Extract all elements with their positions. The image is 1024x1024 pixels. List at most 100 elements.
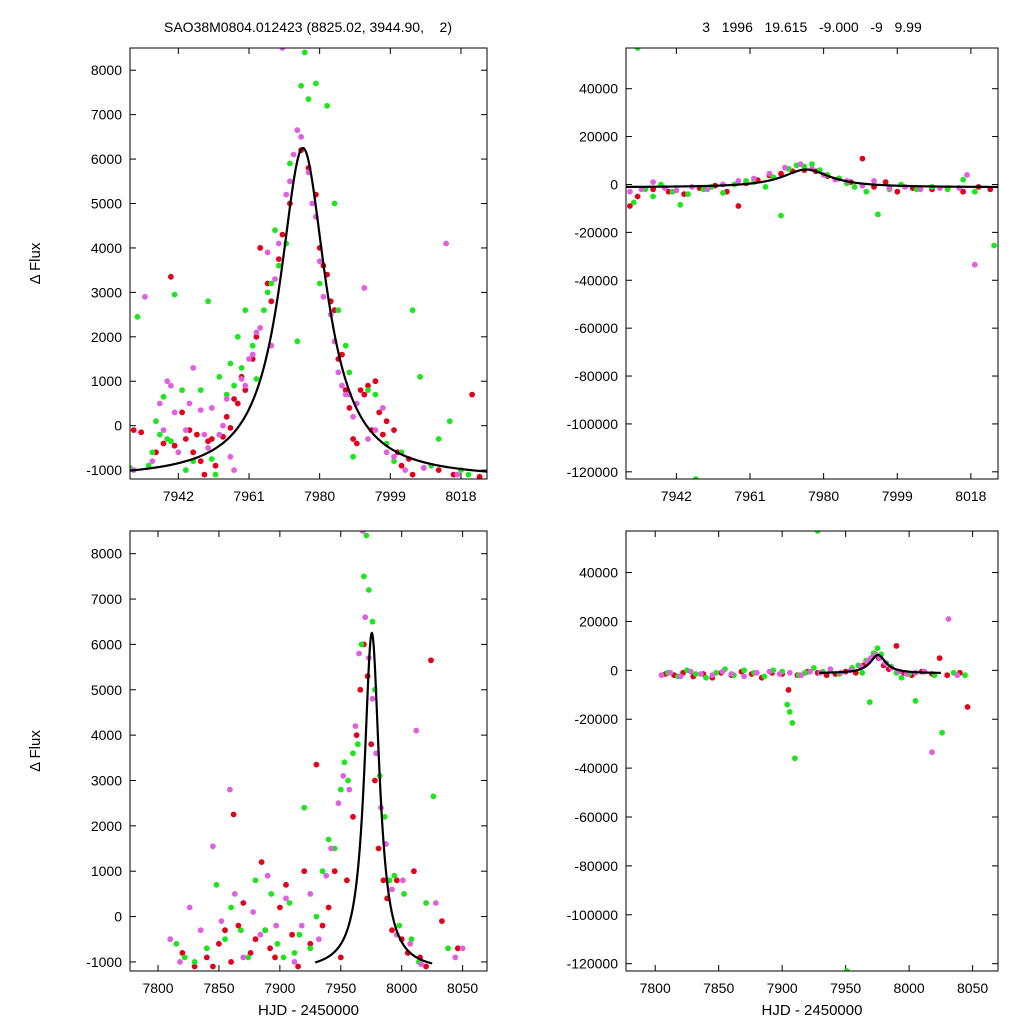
data-point-series-3 [827,666,834,672]
data-point-series-1 [383,418,390,425]
data-point-series-1 [389,927,395,934]
data-point-series-2 [301,804,308,811]
data-point-series-2 [741,667,747,674]
data-point-series-1 [201,471,208,478]
data-point-series-3 [871,178,877,184]
x-tick-label: 7980 [808,488,839,504]
data-point-series-1 [785,687,792,693]
data-point-series-2 [272,227,278,234]
x-tick-label: 8050 [447,980,478,996]
data-point-series-2 [345,777,351,784]
data-point-series-3 [372,427,379,433]
data-point-series-2 [245,954,252,961]
data-point-series-1 [325,904,332,911]
data-point-series-2 [298,82,304,89]
data-point-series-1 [203,954,210,961]
data-point-series-3 [210,843,216,850]
data-point-series-1 [380,877,387,884]
y-tick-label: 40000 [579,81,618,97]
data-point-series-3 [238,376,245,382]
data-point-series-3 [391,453,397,460]
data-point-series-2 [145,462,152,469]
data-point-series-3 [291,959,298,965]
data-point-series-1 [476,473,483,479]
data-point-series-2 [430,793,437,800]
data-point-series-3 [182,427,189,433]
data-point-series-3 [220,422,226,429]
data-point-series-2 [346,369,353,376]
data-point-series-3 [782,164,788,171]
data-point-series-3 [753,669,760,676]
data-point-series-3 [279,48,286,51]
data-points [130,48,483,479]
data-point-series-3 [886,185,893,192]
data-point-series-2 [216,373,223,380]
data-point-series-2 [912,698,919,704]
x-tick-label: 7961 [233,488,264,504]
data-point-series-2 [275,262,282,269]
data-point-series-2 [372,391,379,398]
data-point-series-3 [735,178,742,184]
data-point-series-3 [231,467,238,473]
x-tick-label: 7850 [703,980,734,996]
data-point-series-3 [741,673,747,680]
y-tick-label: -100000 [567,416,619,432]
data-point-series-3 [766,668,773,675]
data-point-series-2 [274,940,281,947]
data-point-series-3 [459,945,466,952]
data-point-series-3 [350,413,356,420]
data-point-series-3 [323,872,330,879]
y-tick-label: -60000 [574,320,618,336]
data-point-series-2 [851,184,858,190]
data-point-series-3 [177,959,183,965]
x-tick-label: 7980 [304,488,335,504]
data-point-series-2 [149,449,156,456]
y-tick-label: -100000 [567,907,619,923]
data-point-series-3 [454,471,461,478]
model-curve [314,631,433,965]
data-point-series-2 [156,431,163,438]
x-tick-label: 7850 [203,980,234,996]
data-point-series-1 [893,643,900,649]
data-point-series-1 [289,931,295,938]
data-point-series-3 [418,961,425,968]
data-point-series-1 [279,231,286,238]
data-point-series-1 [778,170,784,177]
data-point-series-2 [874,645,881,652]
data-point-series-1 [964,704,971,710]
data-point-series-1 [253,333,260,340]
data-point-series-1 [634,193,641,200]
data-point-series-2 [391,458,397,465]
data-point-series-2 [171,291,178,298]
data-point-series-2 [391,872,398,879]
data-point-series-2 [222,936,228,943]
data-point-series-1 [216,940,222,947]
data-point-series-2 [423,900,429,906]
data-point-series-3 [216,431,223,438]
data-point-series-3 [227,453,234,460]
panel-top-right: 7942 7961 7980 7999 8018 -120000 -100000 -80000… [567,47,999,504]
data-point-series-2 [446,418,453,425]
data-point-series-2 [465,471,472,478]
data-point-series-3 [346,786,353,793]
data-point-series-2 [307,945,314,952]
data-point-series-1 [469,391,475,398]
y-axis-label: Δ Flux [27,730,44,772]
data-point-series-2 [231,382,238,389]
data-point-series-2 [809,161,815,168]
data-point-series-3 [227,786,233,793]
data-point-series-1 [372,378,379,385]
x-tick-label: 7900 [264,980,295,996]
data-point-series-3 [149,458,156,465]
data-point-series-2 [249,342,256,349]
data-point-series-3 [677,673,684,680]
data-point-series-3 [776,671,783,677]
data-point-series-1 [234,400,241,407]
data-point-series-1 [222,927,228,934]
data-point-series-2 [786,709,793,715]
y-tick-label: 1000 [91,863,122,879]
data-point-series-2 [227,360,234,367]
data-point-series-1 [272,954,278,961]
data-point-series-3 [142,293,148,300]
